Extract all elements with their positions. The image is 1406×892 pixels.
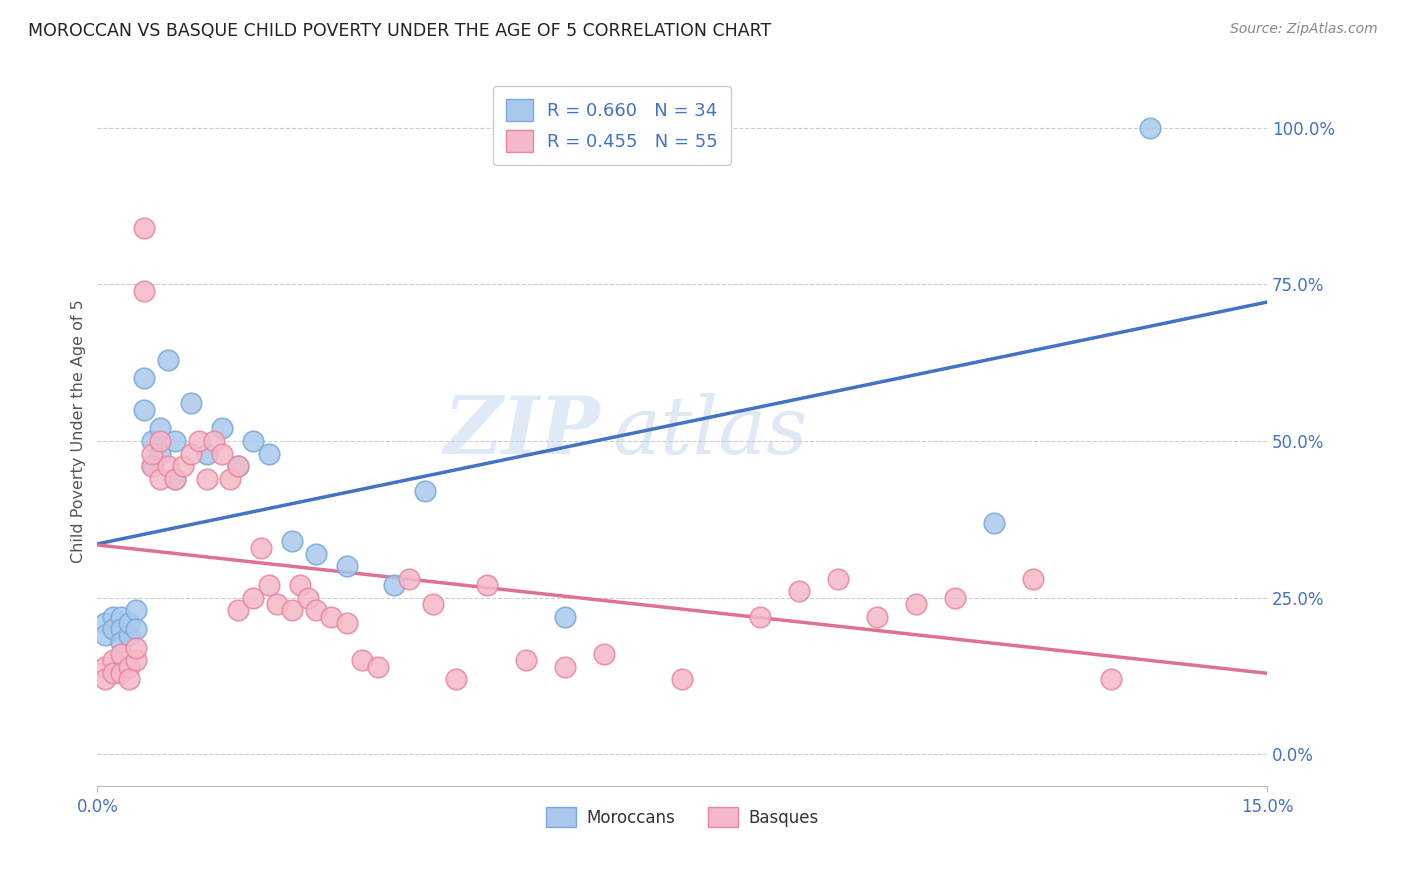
Text: atlas: atlas	[612, 392, 807, 470]
Point	[125, 622, 148, 636]
Point	[117, 659, 139, 673]
Point	[336, 615, 359, 630]
Point	[165, 434, 187, 448]
Point	[866, 609, 889, 624]
Point	[257, 578, 280, 592]
Text: MOROCCAN VS BASQUE CHILD POVERTY UNDER THE AGE OF 5 CORRELATION CHART: MOROCCAN VS BASQUE CHILD POVERTY UNDER T…	[28, 22, 772, 40]
Point	[242, 591, 264, 605]
Point	[94, 672, 117, 686]
Point	[195, 472, 218, 486]
Point	[1099, 672, 1122, 686]
Point	[117, 615, 139, 630]
Point	[180, 446, 202, 460]
Point	[149, 434, 172, 448]
Point	[156, 459, 179, 474]
Text: ZIP: ZIP	[443, 392, 600, 470]
Point	[250, 541, 273, 555]
Point	[288, 578, 311, 592]
Point	[297, 591, 319, 605]
Point	[141, 459, 163, 474]
Point	[749, 609, 772, 624]
Point	[352, 653, 374, 667]
Point	[110, 609, 132, 624]
Point	[477, 578, 499, 592]
Legend: Moroccans, Basques: Moroccans, Basques	[540, 800, 825, 834]
Point	[110, 647, 132, 661]
Point	[156, 352, 179, 367]
Point	[219, 472, 242, 486]
Point	[1139, 120, 1161, 135]
Point	[554, 609, 576, 624]
Point	[101, 609, 124, 624]
Point	[165, 472, 187, 486]
Point	[422, 597, 444, 611]
Point	[94, 615, 117, 630]
Point	[671, 672, 693, 686]
Point	[226, 459, 249, 474]
Point	[117, 672, 139, 686]
Point	[413, 484, 436, 499]
Point	[180, 396, 202, 410]
Point	[202, 434, 225, 448]
Point	[187, 434, 209, 448]
Point	[1022, 572, 1045, 586]
Point	[110, 634, 132, 648]
Point	[149, 472, 172, 486]
Point	[141, 446, 163, 460]
Point	[195, 446, 218, 460]
Point	[110, 665, 132, 680]
Point	[398, 572, 420, 586]
Point	[125, 603, 148, 617]
Point	[211, 446, 233, 460]
Point	[554, 659, 576, 673]
Point	[94, 659, 117, 673]
Point	[134, 284, 156, 298]
Point	[149, 421, 172, 435]
Point	[172, 459, 194, 474]
Point	[134, 371, 156, 385]
Point	[593, 647, 616, 661]
Point	[101, 622, 124, 636]
Point	[141, 434, 163, 448]
Point	[515, 653, 537, 667]
Point	[305, 547, 328, 561]
Point	[226, 459, 249, 474]
Point	[905, 597, 928, 611]
Point	[117, 628, 139, 642]
Point	[281, 603, 304, 617]
Point	[827, 572, 849, 586]
Point	[226, 603, 249, 617]
Point	[134, 402, 156, 417]
Point	[382, 578, 405, 592]
Point	[943, 591, 966, 605]
Point	[787, 584, 810, 599]
Point	[983, 516, 1005, 530]
Point	[242, 434, 264, 448]
Point	[367, 659, 389, 673]
Point	[211, 421, 233, 435]
Point	[141, 459, 163, 474]
Point	[266, 597, 288, 611]
Point	[125, 640, 148, 655]
Y-axis label: Child Poverty Under the Age of 5: Child Poverty Under the Age of 5	[72, 300, 86, 564]
Point	[281, 534, 304, 549]
Point	[444, 672, 467, 686]
Point	[321, 609, 343, 624]
Point	[336, 559, 359, 574]
Point	[94, 628, 117, 642]
Point	[305, 603, 328, 617]
Point	[257, 446, 280, 460]
Point	[101, 665, 124, 680]
Point	[149, 446, 172, 460]
Point	[165, 472, 187, 486]
Point	[125, 653, 148, 667]
Point	[101, 653, 124, 667]
Point	[110, 622, 132, 636]
Text: Source: ZipAtlas.com: Source: ZipAtlas.com	[1230, 22, 1378, 37]
Point	[134, 220, 156, 235]
